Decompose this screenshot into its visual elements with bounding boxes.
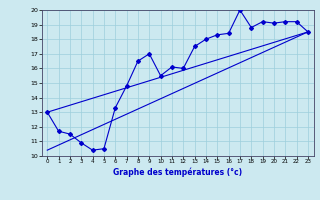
X-axis label: Graphe des températures (°c): Graphe des températures (°c) [113,167,242,177]
